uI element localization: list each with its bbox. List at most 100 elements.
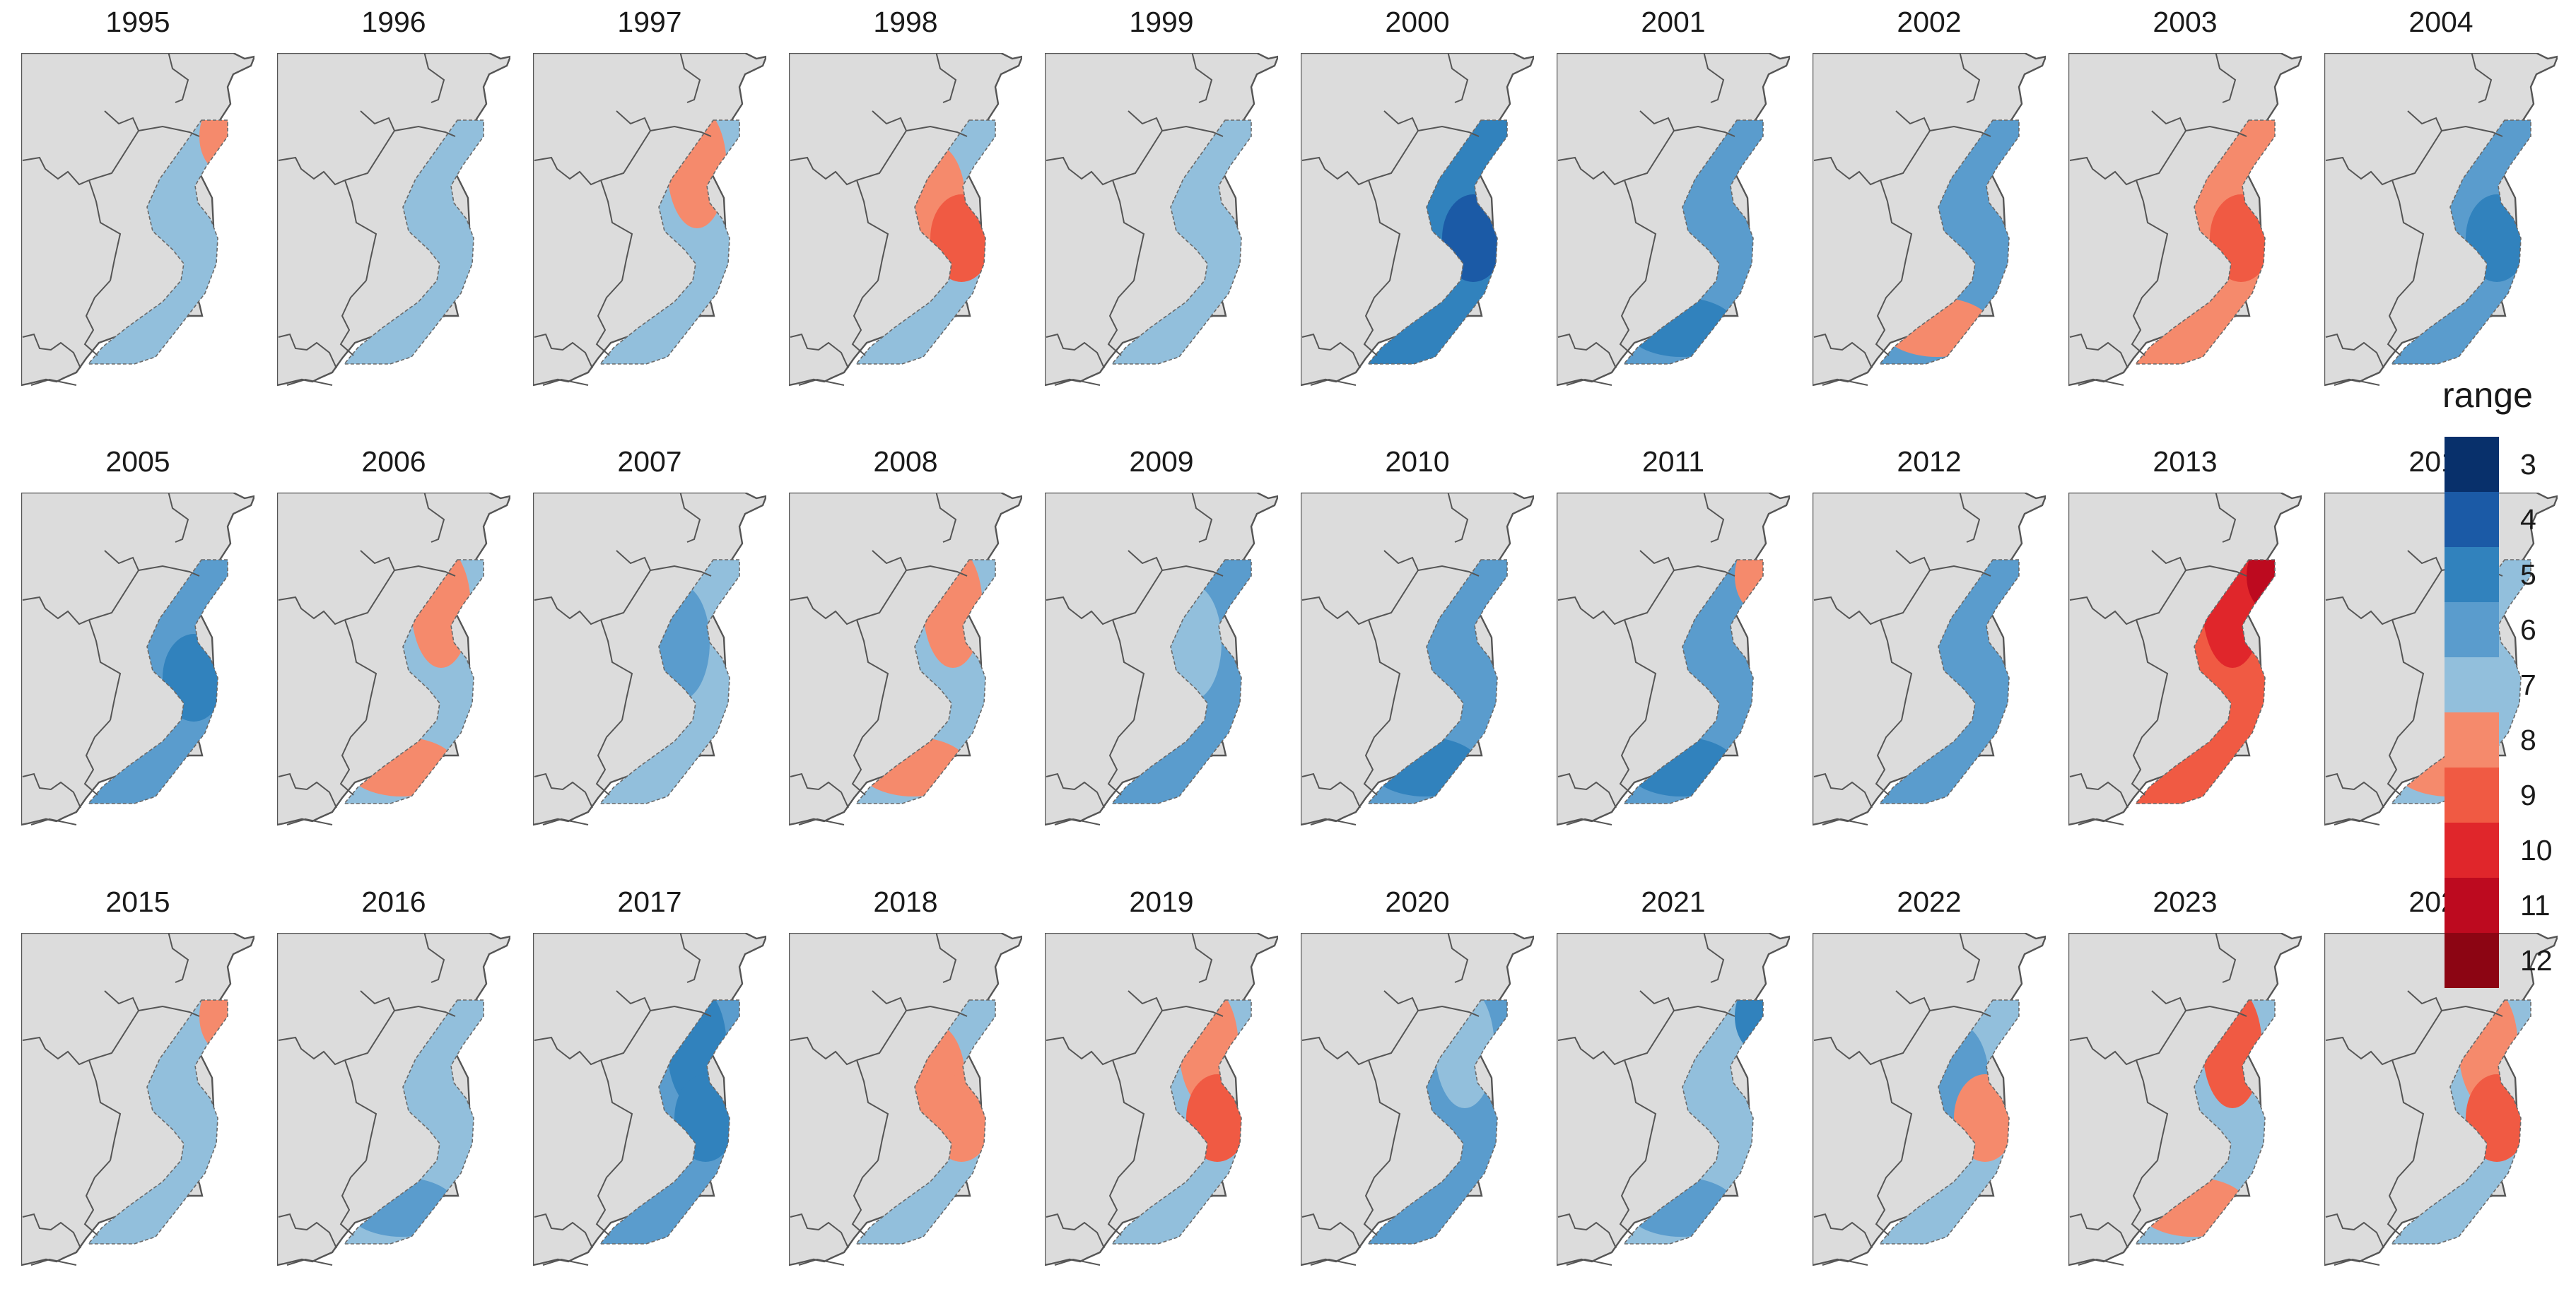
range-band-base (1368, 120, 1507, 364)
province-border (679, 933, 701, 983)
band-outline (2390, 999, 2531, 1245)
province-border (650, 1005, 712, 1017)
panel-year-label: 2008 (873, 445, 938, 478)
panel-map (277, 53, 510, 387)
province-border (1624, 180, 1657, 281)
province-border (423, 53, 445, 103)
panel-year-label: 2020 (1385, 886, 1450, 918)
province-border (1447, 493, 1469, 543)
panel-year-label: 2016 (361, 886, 426, 918)
province-border (1875, 1160, 1902, 1236)
panel-year-label: 2004 (2408, 6, 2473, 38)
band-outline (2134, 119, 2276, 365)
province-border (2215, 53, 2237, 103)
province-border (22, 1036, 90, 1066)
province-border (1054, 818, 1101, 825)
band-outline (1878, 559, 2020, 804)
province-border (1875, 719, 1902, 796)
province-border (1557, 1213, 1617, 1249)
map-panel-2008: 2008 (789, 440, 1022, 842)
province-border (542, 1258, 589, 1266)
panel-year-label: 2023 (2153, 886, 2218, 918)
panel-map (277, 493, 510, 826)
panel-year-label: 1995 (105, 6, 170, 38)
province-border (1673, 125, 1735, 137)
province-border (2325, 156, 2393, 186)
province-border (1639, 550, 1675, 571)
range-band-base (1880, 120, 2019, 364)
province-border (1107, 280, 1135, 356)
province-border (22, 333, 81, 369)
province-border (2136, 1010, 2186, 1061)
legend-swatch (2445, 933, 2499, 988)
province-border (935, 933, 957, 983)
province-border (1368, 1010, 1419, 1061)
province-border (1046, 1036, 1113, 1066)
province-border (1301, 333, 1361, 369)
province-border (595, 1160, 623, 1236)
province-border (1880, 570, 1931, 621)
province-border (2387, 1160, 2414, 1236)
panel-map (2068, 933, 2302, 1266)
province-border (856, 180, 889, 281)
panel-year-label: 1999 (1129, 6, 1194, 38)
province-border (30, 818, 77, 825)
band-outline (1622, 119, 1764, 365)
province-border (88, 619, 122, 721)
range-patch-north (199, 1000, 228, 1050)
range-band-base (2391, 120, 2531, 364)
province-border (286, 818, 333, 825)
province-border (1310, 818, 1357, 825)
province-border (1880, 130, 1931, 181)
legend-entry-3: 3 (2442, 437, 2570, 492)
legend-entry-8: 8 (2442, 712, 2570, 768)
range-patch-north (1735, 560, 1763, 610)
province-border (1822, 378, 1868, 386)
province-border (1046, 156, 1113, 186)
province-border (2069, 1213, 2129, 1249)
province-border (906, 1005, 968, 1017)
province-border (534, 1036, 602, 1066)
legend-label: 12 (2520, 944, 2553, 977)
map-panel-2002: 2002 (1813, 0, 2046, 403)
range-patch-north (1735, 1000, 1763, 1050)
panel-map (1301, 933, 1534, 1266)
province-border (1624, 570, 1675, 621)
range-band-base (1624, 120, 1763, 364)
province-border (1161, 565, 1224, 577)
province-border (798, 818, 845, 825)
province-border (2185, 565, 2247, 577)
province-border (138, 565, 200, 577)
province-border (935, 53, 957, 103)
province-border (2387, 719, 2414, 796)
map-panel-2003: 2003 (2068, 0, 2302, 403)
province-border (2136, 619, 2169, 721)
province-border (394, 565, 456, 577)
province-border (1368, 130, 1419, 181)
province-border (1128, 550, 1163, 571)
panel-map (21, 493, 254, 826)
province-border (1112, 570, 1163, 621)
band-outline (2390, 119, 2531, 365)
province-border (534, 772, 593, 809)
band-outline (1366, 559, 1508, 804)
province-border (278, 596, 346, 625)
province-border (600, 1010, 651, 1061)
panel-map (21, 933, 254, 1266)
province-border (856, 570, 907, 621)
province-border (1639, 990, 1675, 1011)
province-border (360, 550, 395, 571)
province-border (2136, 180, 2169, 281)
province-border (595, 280, 623, 356)
province-border (1880, 1059, 1913, 1161)
map-panel-2020: 2020 (1301, 880, 1534, 1283)
panel-map (533, 493, 766, 826)
legend-swatch (2445, 492, 2499, 547)
province-border (344, 130, 395, 181)
map-panel-2021: 2021 (1557, 880, 1790, 1283)
province-border (600, 619, 633, 721)
province-border (278, 156, 346, 186)
province-border (851, 280, 879, 356)
range-band-base (344, 120, 484, 364)
